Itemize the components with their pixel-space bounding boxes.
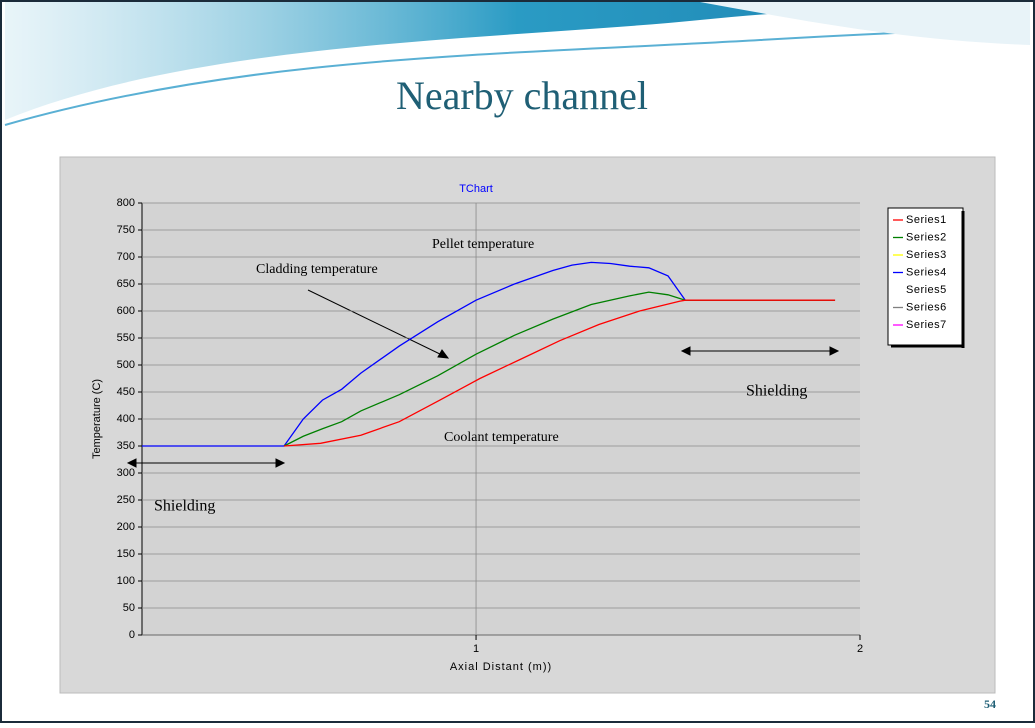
annotation: Shielding [746, 383, 807, 400]
y-tick-label: 750 [117, 224, 135, 236]
arrowhead [829, 346, 840, 356]
y-tick-label: 800 [117, 197, 135, 209]
annotation: Cladding temperature [256, 262, 378, 277]
arrow [307, 289, 445, 357]
y-tick-label: 350 [117, 440, 135, 452]
annotation: Pellet temperature [432, 237, 534, 252]
legend-label: Series7 [906, 319, 947, 331]
y-tick-label: 250 [117, 494, 135, 506]
y-tick-label: 50 [123, 602, 135, 614]
series-line [283, 291, 836, 447]
y-tick-label: 0 [129, 629, 135, 641]
y-tick-label: 650 [117, 278, 135, 290]
y-tick-label: 300 [117, 467, 135, 479]
arrowhead [437, 349, 450, 359]
arrowhead [680, 346, 691, 356]
page-number: 54 [984, 697, 996, 711]
y-tick-label: 400 [117, 413, 135, 425]
arrowhead [126, 458, 137, 468]
y-tick-label: 700 [117, 251, 135, 263]
x-tick-label: 2 [857, 643, 863, 655]
arrows [126, 289, 840, 468]
annotation: Shielding [154, 498, 215, 515]
y-axis-label: Temperature (C) [91, 379, 103, 459]
legend-label: Series6 [906, 301, 947, 313]
legend-label: Series1 [906, 214, 947, 226]
x-axis-label: Axial Distant (m)) [450, 661, 552, 673]
chart-title: TChart [459, 183, 493, 195]
legend-label: Series4 [906, 266, 947, 278]
y-tick-label: 100 [117, 575, 135, 587]
y-tick-label: 600 [117, 305, 135, 317]
y-tick-label: 200 [117, 521, 135, 533]
slide-title: Nearby channel [396, 73, 648, 118]
annotation: Coolant temperature [444, 430, 559, 445]
y-tick-label: 500 [117, 359, 135, 371]
series-line [142, 261, 836, 447]
x-tick-label: 1 [473, 643, 479, 655]
legend-label: Series5 [906, 284, 947, 296]
y-tick-label: 550 [117, 332, 135, 344]
header-highlight [700, 2, 1030, 45]
series-line [284, 299, 836, 447]
legend-label: Series3 [906, 249, 947, 261]
y-tick-label: 150 [117, 548, 135, 560]
y-tick-label: 450 [117, 386, 135, 398]
header-wave [5, 2, 1030, 120]
arrowhead [275, 458, 286, 468]
legend-label: Series2 [906, 231, 947, 243]
